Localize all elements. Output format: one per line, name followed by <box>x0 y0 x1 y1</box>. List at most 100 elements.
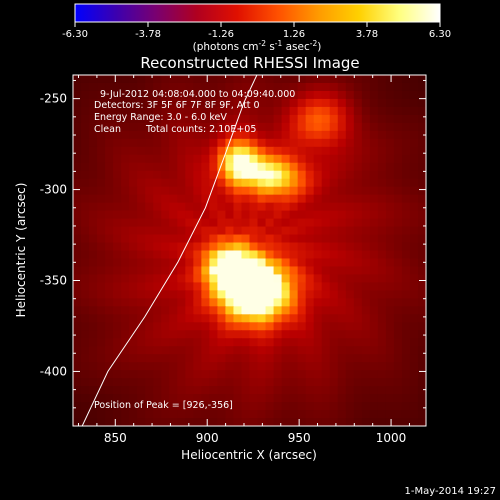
heatmap-cell <box>89 186 98 196</box>
heatmap-cell <box>193 98 202 108</box>
heatmap-cell <box>153 386 162 395</box>
heatmap-cell <box>193 242 202 252</box>
heatmap-cell <box>209 282 219 291</box>
heatmap-cell <box>321 234 331 244</box>
heatmap-cell <box>185 218 194 228</box>
heatmap-cell <box>385 130 395 140</box>
heatmap-cell <box>169 402 178 411</box>
heatmap-cell <box>233 418 243 426</box>
heatmap-cell <box>169 290 178 299</box>
heatmap-cell <box>329 178 339 188</box>
heatmap-cell <box>265 218 275 228</box>
heatmap-cell <box>337 162 347 172</box>
heatmap-cell <box>401 370 411 379</box>
heatmap-cell <box>73 386 82 395</box>
heatmap-cell <box>153 178 162 188</box>
heatmap-cell <box>265 322 275 331</box>
heatmap-cell <box>297 378 307 387</box>
heatmap-cell <box>113 394 122 403</box>
heatmap-cell <box>97 170 106 180</box>
heatmap-cell <box>81 210 90 220</box>
heatmap-cell <box>217 242 227 252</box>
heatmap-cell <box>417 330 426 339</box>
heatmap-cell <box>385 138 395 148</box>
heatmap-cell <box>73 154 82 164</box>
heatmap-cell <box>297 234 307 244</box>
heatmap-cell <box>249 114 259 124</box>
heatmap-cell <box>361 322 371 331</box>
heatmap-cell <box>369 154 379 164</box>
heatmap-cell <box>273 386 283 395</box>
heatmap-cell <box>385 162 395 172</box>
heatmap-cell <box>305 298 315 307</box>
heatmap-cell <box>217 162 227 172</box>
heatmap-cell <box>177 114 186 124</box>
heatmap-cell <box>337 386 347 395</box>
heatmap-cell <box>233 106 243 116</box>
heatmap-cell <box>369 186 379 196</box>
heatmap-cell <box>161 378 170 387</box>
heatmap-cell <box>225 146 235 156</box>
heatmap-cell <box>225 75 235 84</box>
heatmap-cell <box>337 330 347 339</box>
heatmap-cell <box>153 146 162 156</box>
heatmap-cell <box>393 306 403 315</box>
heatmap-cell <box>337 98 347 108</box>
heatmap-cell <box>105 386 114 395</box>
heatmap-cell <box>105 234 114 244</box>
heatmap-cell <box>385 362 395 371</box>
heatmap-cell <box>201 410 210 419</box>
heatmap-cell <box>161 306 170 315</box>
heatmap-cell <box>121 226 130 236</box>
heatmap-cell <box>217 130 227 140</box>
heatmap-cell <box>161 290 170 299</box>
heatmap-cell <box>345 290 355 299</box>
heatmap-cell <box>385 306 395 315</box>
heatmap-cell <box>401 322 411 331</box>
heatmap-cell <box>257 162 267 172</box>
heatmap-cell <box>289 394 299 403</box>
heatmap-cell <box>393 122 403 132</box>
heatmap-cell <box>385 338 395 347</box>
heatmap-cell <box>145 330 154 339</box>
heatmap-cell <box>193 378 202 387</box>
heatmap-cell <box>297 266 307 276</box>
heatmap-cell <box>193 418 202 426</box>
heatmap-cell <box>161 202 170 212</box>
heatmap-cell <box>337 194 347 204</box>
heatmap-cell <box>217 322 227 331</box>
heatmap-cell <box>97 146 106 156</box>
heatmap-cell <box>97 386 106 395</box>
heatmap-cell <box>305 370 315 379</box>
heatmap-cell <box>353 202 363 212</box>
heatmap-cell <box>297 258 307 268</box>
heatmap-cell <box>257 114 267 124</box>
heatmap-cell <box>265 194 275 204</box>
heatmap-cell <box>105 162 114 172</box>
heatmap-cell <box>121 290 130 299</box>
heatmap-cell <box>193 314 202 323</box>
heatmap-cell <box>265 394 275 403</box>
heatmap-cell <box>217 410 227 419</box>
heatmap-cell <box>281 162 291 172</box>
heatmap-cell <box>249 362 259 371</box>
heatmap-cell <box>209 75 219 84</box>
heatmap-cell <box>257 298 267 307</box>
heatmap-cell <box>329 250 339 260</box>
heatmap-cell <box>369 410 379 419</box>
heatmap-cell <box>361 330 371 339</box>
heatmap-cell <box>169 75 178 84</box>
heatmap-cell <box>193 362 202 371</box>
heatmap-cell <box>145 82 154 92</box>
heatmap-cell <box>73 122 82 132</box>
heatmap-cell <box>401 75 411 84</box>
heatmap-cell <box>217 226 227 236</box>
heatmap-cell <box>233 402 243 411</box>
heatmap-cell <box>385 274 395 284</box>
heatmap-cell <box>129 330 138 339</box>
heatmap-cell <box>313 226 323 236</box>
heatmap-cell <box>153 122 162 132</box>
heatmap-cell <box>321 346 331 355</box>
heatmap-cell <box>161 242 170 252</box>
heatmap-cell <box>129 314 138 323</box>
